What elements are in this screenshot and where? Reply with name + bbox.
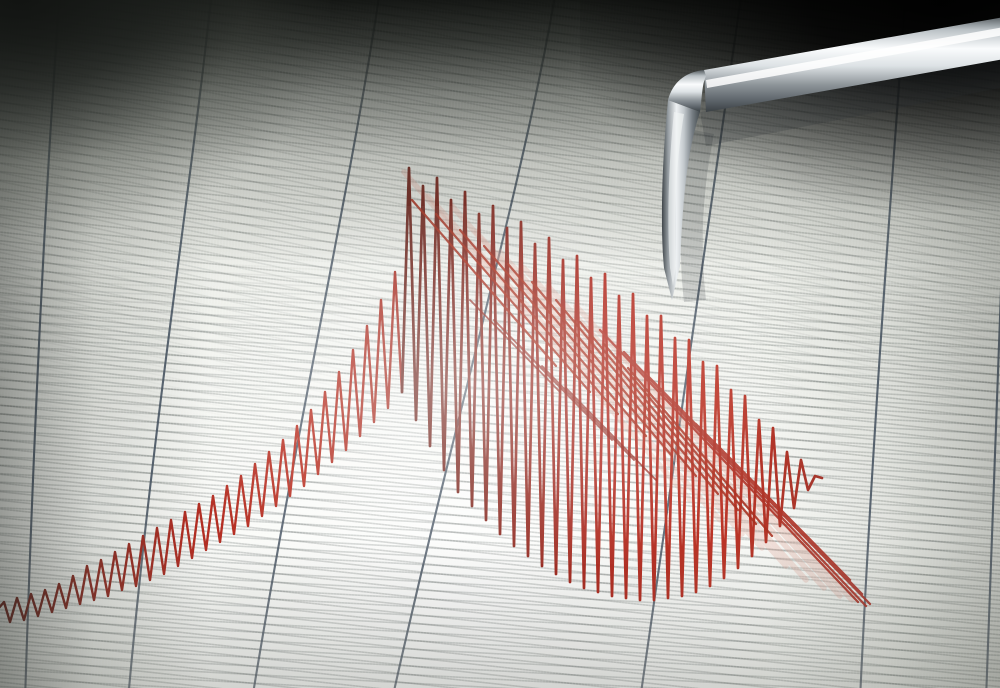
paper-ruling-lines-lower [0,247,1000,688]
stylus-arm-bend [668,70,706,112]
